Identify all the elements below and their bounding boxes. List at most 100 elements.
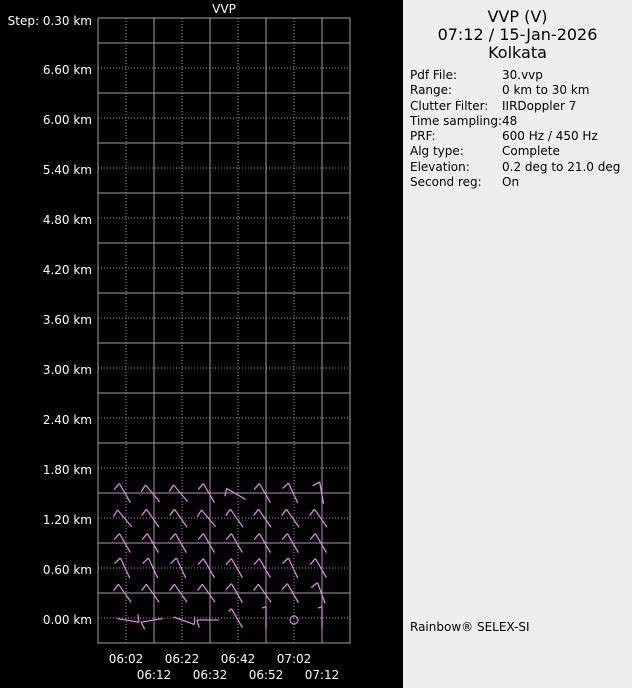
x-tick-label: 07:02 <box>276 652 312 666</box>
wind-barb-tick <box>114 557 121 564</box>
wind-barb-tick <box>140 621 146 630</box>
wind-barb-staff <box>117 583 132 603</box>
info-row: Range: 0 km to 30 km <box>410 83 620 98</box>
info-key: PRF: <box>410 129 436 144</box>
y-tick-label: 6.60 km <box>42 63 92 77</box>
wind-barb-tick <box>141 533 148 540</box>
y-tick-label: 3.60 km <box>42 313 92 327</box>
wind-barb-tick <box>140 484 147 493</box>
info-value: IIRDoppler 7 <box>502 98 577 113</box>
info-value: Complete <box>502 144 560 159</box>
wind-barb-tick <box>169 533 176 540</box>
wind-barb-staff <box>175 557 187 579</box>
wind-barb-tick <box>282 557 289 564</box>
y-tick-label: 5.40 km <box>42 163 92 177</box>
info-value: On <box>502 175 520 190</box>
wind-barb-staff <box>314 558 327 578</box>
wind-barb-tick <box>113 483 120 490</box>
info-key: Pdf File: <box>410 68 458 82</box>
wind-barb-staff <box>316 582 326 604</box>
wind-barb-staff <box>174 533 187 553</box>
wind-barb-tick <box>168 484 175 493</box>
wind-barb-tick <box>112 509 119 518</box>
wind-barb-tick <box>225 558 232 565</box>
y-tick-label: 0.00 km <box>42 613 92 627</box>
wind-barb-staff <box>117 509 133 528</box>
wind-barb-tick <box>253 508 259 516</box>
wind-barb-staff <box>257 583 272 603</box>
wind-barb-staff <box>230 583 243 603</box>
wind-barb-tick <box>312 481 321 487</box>
info-row: Alg type: Complete <box>410 144 620 159</box>
footer-brand: Rainbow® SELEX-SI <box>410 620 530 634</box>
wind-barb-staff <box>118 533 131 553</box>
wind-barb-staff <box>117 617 140 623</box>
wind-barb-staff <box>258 558 271 578</box>
wind-barb-staff <box>230 608 243 628</box>
wind-barb-staff <box>173 508 188 528</box>
wind-barb-staff <box>314 533 327 553</box>
wind-barb-tick <box>253 533 260 540</box>
y-tick-label: 6.00 km <box>42 113 92 127</box>
wind-barb-tick <box>137 614 140 623</box>
wind-barb-staff <box>145 484 161 503</box>
wind-barb-tick <box>261 606 267 609</box>
plot-frame <box>97 17 351 644</box>
wind-barb-tick <box>253 483 260 490</box>
info-key: Range: <box>410 83 453 98</box>
wind-barb-staff <box>145 508 160 528</box>
wind-barb-tick <box>169 583 175 591</box>
wind-barb-staff <box>201 583 216 603</box>
wind-barb-staff <box>145 583 160 603</box>
y-tick-label: 0.60 km <box>42 563 92 577</box>
wind-barb-staff <box>226 487 246 500</box>
wind-barb-staff <box>285 508 300 528</box>
info-row: Time sampling: 48 <box>410 114 620 129</box>
wind-barb-tick <box>282 482 289 489</box>
site-name: Kolkata <box>488 43 547 62</box>
wind-barb-tick <box>141 508 147 516</box>
wind-barb-staff <box>202 533 215 553</box>
wind-barb-staff <box>146 533 159 553</box>
product-info: Pdf File: 30.vvp Range: 0 km to 30 km Clutte… <box>410 68 620 190</box>
wind-barb-staff <box>230 558 243 578</box>
info-value: 600 Hz / 450 Hz <box>502 129 598 144</box>
wind-barb-tick <box>224 488 228 497</box>
wind-barb-tick <box>196 509 203 518</box>
wind-barb-tick <box>142 557 149 564</box>
wind-barb-staff <box>287 557 299 579</box>
product-title: VVP (V) <box>487 7 548 26</box>
wind-barb-tick <box>225 583 232 590</box>
wind-barb-tick <box>309 533 316 540</box>
x-tick-label: 06:02 <box>108 652 144 666</box>
info-row: PRF: 600 Hz / 450 Hz <box>410 129 620 144</box>
info-row: Clutter Filter: IIRDoppler 7 <box>410 99 620 114</box>
wind-barb-tick <box>196 619 200 628</box>
wind-barb-staff <box>286 583 299 603</box>
info-key: Alg type: <box>410 144 464 159</box>
vvp-plot-area: VVP Step: 0.30 km 6.60 km 6.00 km 5.40 km 4… <box>7 2 351 682</box>
y-tick-label: 3.00 km <box>42 363 92 377</box>
wind-barb-staff <box>230 533 243 553</box>
wind-barb-staff <box>173 583 188 603</box>
wind-barb-tick <box>197 483 204 490</box>
wind-barb-tick <box>197 533 204 540</box>
y-tick-label: 1.20 km <box>42 513 92 527</box>
wind-barb-tick <box>113 583 119 591</box>
y-tick-label: 4.80 km <box>42 213 92 227</box>
calm-wind-circle <box>289 615 299 625</box>
wind-barb-tick <box>228 608 232 612</box>
product-datetime: 07:12 / 15-Jan-2026 <box>437 25 598 44</box>
info-key: Clutter Filter: <box>410 98 489 113</box>
wind-barb-staff <box>229 508 244 528</box>
x-tick-label: 06:12 <box>136 668 172 682</box>
step-label: Step: 0.30 km <box>7 14 92 28</box>
wind-barb-tick <box>169 508 175 516</box>
info-row: Second reg: On <box>410 175 620 190</box>
wind-barb-staff <box>147 557 159 579</box>
wind-barb-tick <box>197 583 203 591</box>
wind-barb-tick <box>170 557 177 564</box>
plot-title: VVP <box>212 2 236 16</box>
x-tick-label: 06:32 <box>192 668 228 682</box>
wind-barb-staff <box>140 617 163 623</box>
